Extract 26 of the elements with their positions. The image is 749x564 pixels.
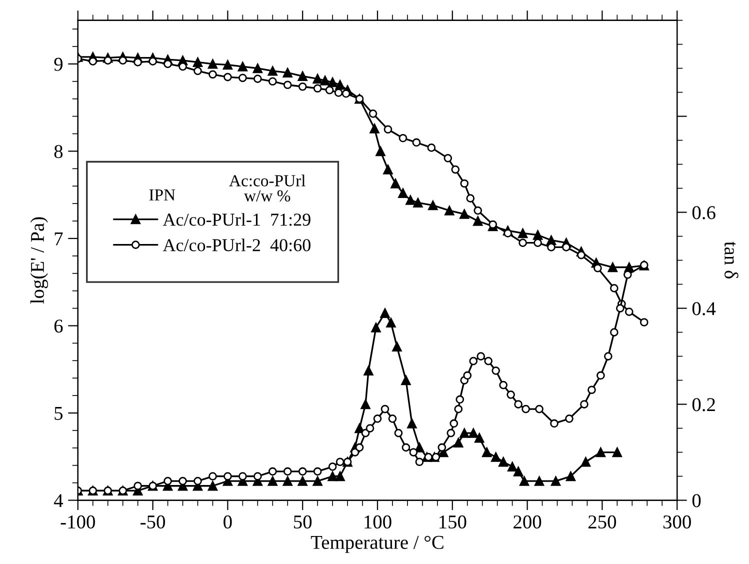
- y2-tick-label: 0.6: [692, 206, 716, 220]
- x-tick-label: 250: [588, 515, 616, 529]
- x-tick-label: 50: [294, 515, 312, 529]
- x-tick-label: -50: [140, 515, 166, 529]
- y2-tick-label: 0: [692, 494, 701, 508]
- y2-tick-label: 0.2: [692, 398, 715, 412]
- y-tick-label: 6: [54, 320, 63, 333]
- y-tick-label: 9: [54, 58, 63, 71]
- annotation: Ac:co-PUrl w/w %: [229, 174, 306, 202]
- legend-label: Ac/co-PUrl-2 40:60: [162, 238, 310, 252]
- y-axis-title: log(E' / Pa): [30, 217, 48, 304]
- y-tick-label: 5: [54, 407, 63, 420]
- legend-title: IPN: [149, 189, 176, 200]
- x-tick-label: 300: [663, 515, 691, 529]
- x-tick-label: 0: [224, 515, 232, 529]
- x-tick-label: 200: [514, 515, 542, 529]
- x-tick-label: -100: [60, 515, 95, 529]
- x-axis-title: Temperature / °C: [310, 536, 444, 553]
- y2-tick-label: 0.4: [692, 302, 716, 316]
- legend-label: Ac/co-PUrl-1 71:29: [162, 213, 310, 226]
- y-tick-label: 8: [54, 145, 63, 158]
- y2-axis-title: tan δ: [724, 242, 738, 278]
- y-tick-label: 7: [54, 232, 63, 246]
- y-tick-label: 4: [54, 494, 64, 508]
- x-tick-label: 100: [364, 515, 392, 529]
- x-tick-label: 150: [440, 515, 466, 529]
